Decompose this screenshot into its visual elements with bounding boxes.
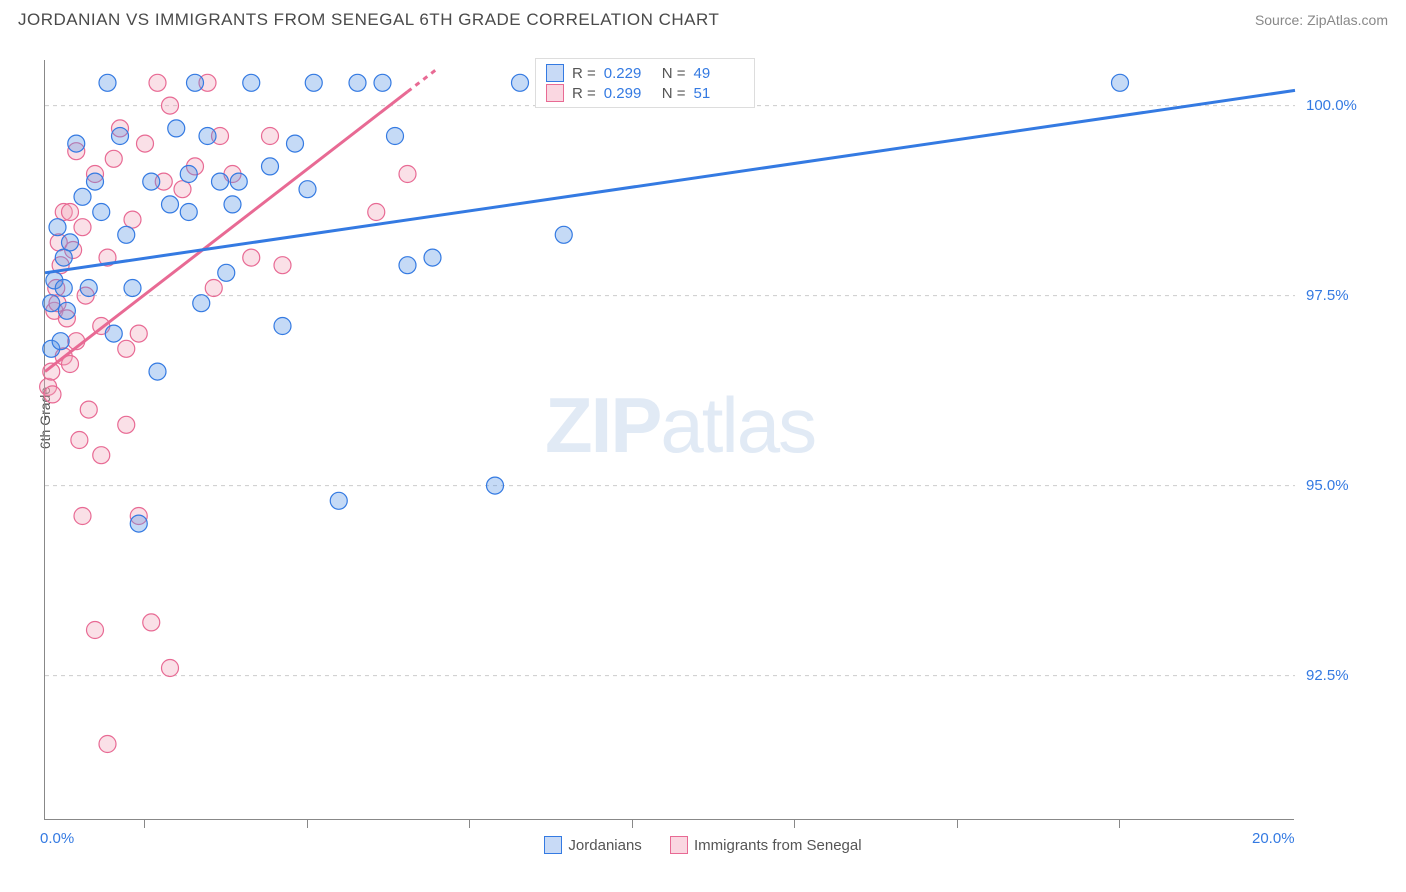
swatch-pink-icon — [546, 84, 564, 102]
legend-r-value-jordanians: 0.229 — [604, 65, 654, 82]
legend-r-label: R = — [572, 65, 596, 82]
x-tick-line — [144, 820, 145, 828]
legend-item-jordanians: Jordanians — [544, 836, 641, 854]
chart-container: 6th Grade ZIPatlas R = 0.229 N = 49 R = … — [44, 60, 1384, 820]
swatch-blue-icon — [544, 836, 562, 854]
plot-svg — [45, 60, 1295, 820]
swatch-blue-icon — [546, 64, 564, 82]
legend-rn-row-jordanians: R = 0.229 N = 49 — [546, 63, 744, 83]
chart-title: JORDANIAN VS IMMIGRANTS FROM SENEGAL 6TH… — [18, 10, 719, 30]
legend-r-label: R = — [572, 85, 596, 102]
x-tick-line — [794, 820, 795, 828]
legend-n-label: N = — [662, 85, 686, 102]
x-tick-line — [307, 820, 308, 828]
regression-lines — [45, 68, 1295, 372]
legend-n-label: N = — [662, 65, 686, 82]
chart-source: Source: ZipAtlas.com — [1255, 12, 1388, 28]
y-tick-label: 92.5% — [1306, 667, 1349, 684]
y-tick-label: 97.5% — [1306, 287, 1349, 304]
y-tick-label: 100.0% — [1306, 97, 1357, 114]
legend-r-value-immigrants: 0.299 — [604, 85, 654, 102]
legend-rn-box: R = 0.229 N = 49 R = 0.299 N = 51 — [535, 58, 755, 108]
x-tick-line — [469, 820, 470, 828]
legend-n-value-jordanians: 49 — [694, 65, 744, 82]
chart-header: JORDANIAN VS IMMIGRANTS FROM SENEGAL 6TH… — [0, 0, 1406, 34]
plot-area: ZIPatlas R = 0.229 N = 49 R = 0.299 N = … — [44, 60, 1294, 820]
x-tick-line — [957, 820, 958, 828]
legend-item-immigrants: Immigrants from Senegal — [670, 836, 862, 854]
swatch-pink-icon — [670, 836, 688, 854]
scatter-jordanians — [43, 74, 1129, 532]
x-tick-line — [632, 820, 633, 828]
gridlines — [45, 106, 1295, 676]
x-tick-line — [1119, 820, 1120, 828]
legend-label-immigrants: Immigrants from Senegal — [694, 837, 862, 854]
legend-rn-row-immigrants: R = 0.299 N = 51 — [546, 83, 744, 103]
legend-n-value-immigrants: 51 — [694, 85, 744, 102]
y-tick-label: 95.0% — [1306, 477, 1349, 494]
legend-bottom: Jordanians Immigrants from Senegal — [0, 836, 1406, 858]
legend-label-jordanians: Jordanians — [568, 837, 641, 854]
